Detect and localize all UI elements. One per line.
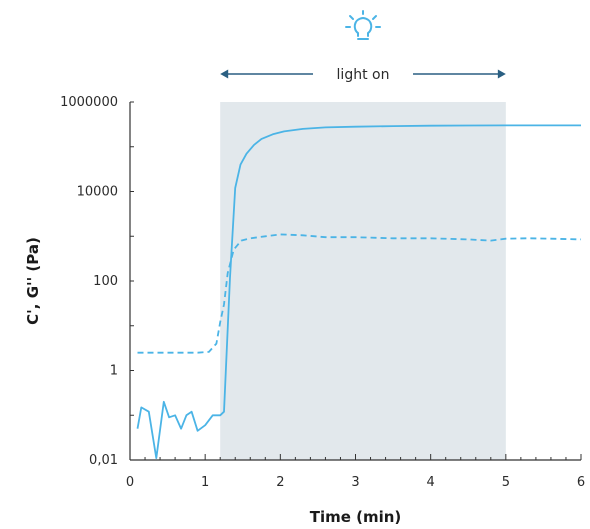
x-tick-label: 2 — [276, 475, 284, 490]
series-line-dashed — [137, 233, 582, 354]
arrow-right-head — [497, 69, 506, 79]
x-tick-label: 5 — [502, 475, 510, 490]
y-tick-label: 1 — [110, 364, 118, 379]
x-tick-label: 1 — [201, 475, 209, 490]
axes-layer: 0 1 2 3 4 5 6 0,01 1 100 10000 1000000 Time (min) C',… — [24, 95, 585, 526]
plot-area — [220, 102, 506, 460]
lightbulb-ray — [349, 15, 355, 20]
annotation-layer: light on — [220, 10, 506, 83]
annotation-label: light on — [337, 67, 390, 83]
y-tick-label: 10000 — [77, 185, 118, 200]
lightbulb-ray — [372, 15, 378, 20]
x-tick-label: 3 — [351, 475, 359, 490]
x-axis-title: Time (min) — [310, 508, 402, 526]
lightbulb-icon — [345, 10, 382, 40]
x-tick-label: 0 — [126, 475, 134, 490]
x-tick-label: 6 — [577, 475, 585, 490]
y-axis-title: C', G'' (Pa) — [24, 237, 42, 325]
y-tick-label: 1000000 — [60, 95, 118, 110]
lightbulb-glass — [353, 17, 373, 37]
series-line-solid — [136, 124, 581, 459]
arrow-left-head — [220, 69, 229, 79]
light-on-region — [220, 102, 506, 460]
y-tick-label: 100 — [93, 274, 118, 289]
x-tick-label: 4 — [427, 475, 435, 490]
series-layer — [136, 124, 582, 459]
y-tick-label: 0,01 — [89, 453, 118, 468]
